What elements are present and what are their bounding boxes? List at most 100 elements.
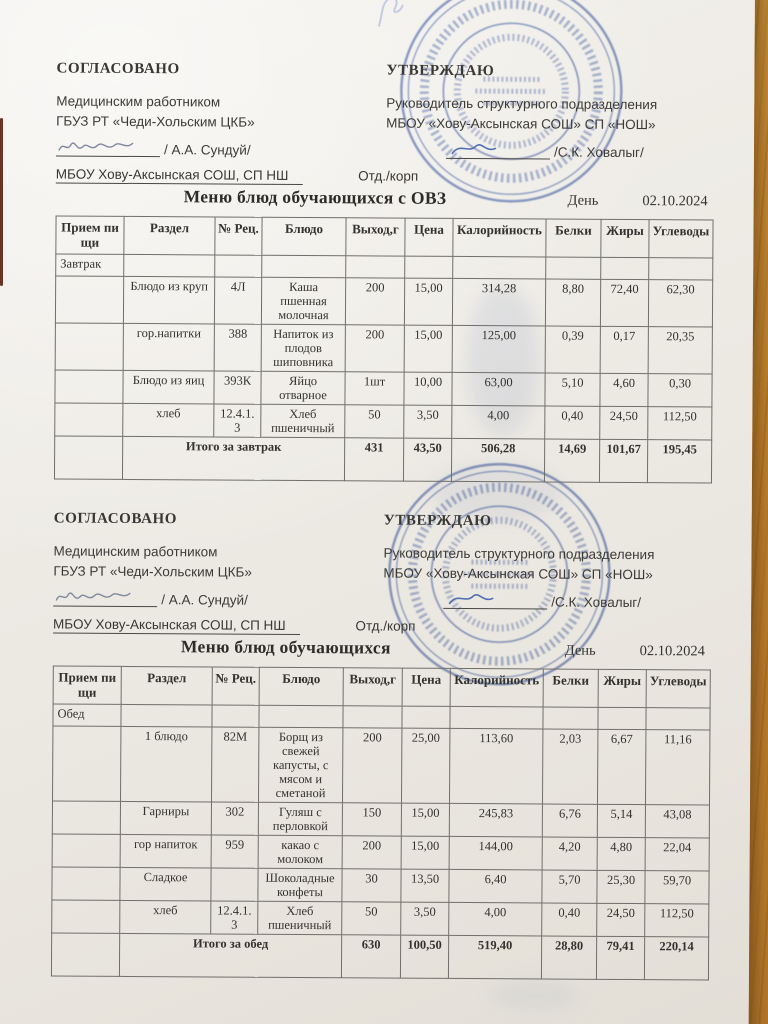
approved-line: Руководитель структурного подразделения — [386, 95, 658, 113]
column-header: Выход,г — [343, 667, 403, 707]
date-value: 02.10.2024 — [642, 193, 708, 210]
cell-price: 3,50 — [400, 902, 449, 936]
empty-cell — [597, 707, 647, 730]
column-header: Цена — [402, 668, 451, 707]
ink-smudge — [488, 980, 579, 1011]
menu-table-breakfast: Прием пищи Раздел № Рец. Блюдо Выход,г Цена Ка… — [54, 216, 714, 484]
agreed-title: СОГЛАСОВАНО — [53, 510, 178, 528]
cell-protein: 2,03 — [542, 729, 598, 805]
cell-cal: 113,60 — [449, 728, 543, 805]
org-name: МБОУ Хову-Аксынская СОШ, СП НШ — [53, 616, 300, 636]
org-dept-label: Отд./корп — [358, 168, 419, 184]
desk-edge-sliver — [0, 118, 3, 286]
cell-cal: 63,00 — [451, 372, 546, 407]
cell-carbs: 112,50 — [647, 406, 712, 441]
cell-protein: 6,76 — [542, 804, 598, 838]
cell-cal: 245,83 — [449, 803, 543, 838]
total-price: 43,50 — [403, 438, 452, 482]
signature-name: /С.К. Ховалыг/ — [551, 594, 642, 611]
approved-title: УТВЕРЖДАЮ — [386, 62, 495, 80]
cell-razdel: Сладкое — [119, 867, 212, 902]
round-stamp — [400, 0, 623, 203]
total-cal: 519,40 — [448, 935, 542, 980]
empty-cell — [600, 257, 649, 280]
cell-protein: 0,39 — [545, 326, 601, 374]
empty-cell — [54, 403, 123, 437]
day-label: День — [567, 192, 599, 209]
empty-cell — [404, 256, 453, 279]
cell-price: 15,00 — [401, 836, 450, 870]
cell-carbs: 22,04 — [645, 837, 710, 872]
signature-script — [443, 587, 548, 610]
empty-cell — [645, 707, 711, 731]
cell-cal: 314,28 — [452, 278, 546, 327]
day-label: День — [564, 642, 596, 659]
total-protein: 28,80 — [541, 936, 597, 980]
cell-rec: 959 — [211, 835, 259, 869]
menu-title: Меню блюд обучающихся — [180, 636, 391, 658]
cell-fat: 25,30 — [596, 870, 646, 904]
empty-cell — [449, 706, 544, 730]
empty-cell — [120, 704, 213, 728]
total-fat: 79,41 — [596, 936, 645, 980]
column-header: Калорийность — [450, 668, 544, 708]
menu-row: Блюдо из круп 4Л Каша пшенная молочная 200 1… — [55, 276, 713, 328]
cell-protein: 5,70 — [541, 870, 598, 904]
total-fat: 101,67 — [599, 439, 648, 483]
cell-rec: 12.4.1.3 — [210, 901, 258, 935]
empty-cell — [52, 801, 121, 835]
menu-row: 1 блюдо 82М Борщ из свежей капусты, с мясо… — [52, 726, 710, 806]
cell-price: 25,00 — [401, 728, 450, 804]
cell-dish: Напиток из плодов шиповника — [261, 324, 346, 372]
total-protein: 14,69 — [544, 439, 600, 483]
column-header: Белки — [543, 669, 599, 708]
cell-out: 30 — [341, 868, 402, 903]
empty-cell — [261, 255, 346, 278]
cell-rec: 393К — [213, 371, 262, 405]
total-cal: 506,28 — [451, 438, 545, 483]
cell-protein: 5,10 — [544, 373, 601, 407]
cell-protein: 4,20 — [542, 837, 598, 871]
cell-carbs: 112,50 — [644, 903, 709, 938]
total-out: 630 — [341, 934, 401, 979]
date-value: 02.10.2024 — [639, 643, 705, 660]
empty-cell — [345, 255, 405, 279]
approved-line: МБОУ «Хову-Аксынская СОШ» СП «НОШ» — [383, 565, 653, 582]
cell-rec: 4Л — [214, 277, 262, 325]
cell-fat: 4,60 — [599, 373, 649, 407]
cell-cal: 4,00 — [451, 405, 545, 440]
column-header: Раздел — [121, 666, 213, 706]
menu-row: Гарниры 302 Гуляш с перловкой 150 15,00 245,8… — [52, 801, 710, 839]
empty-cell — [211, 705, 260, 728]
empty-cell — [55, 276, 124, 324]
column-header: Углеводы — [648, 219, 714, 259]
cell-carbs: 11,16 — [645, 729, 710, 806]
cell-cal: 144,00 — [449, 836, 543, 871]
cell-fat: 5,14 — [597, 804, 646, 838]
cell-price: 15,00 — [404, 278, 453, 326]
signature-script — [55, 135, 161, 158]
column-header: Прием пищи — [55, 216, 125, 255]
cell-protein: 8,80 — [545, 279, 601, 327]
column-header: Цена — [404, 218, 454, 257]
empty-cell — [51, 867, 121, 901]
cell-carbs: 43,08 — [645, 804, 710, 839]
cell-razdel: Блюдо из круп — [123, 276, 215, 325]
column-header: Раздел — [123, 216, 216, 256]
column-header: Блюдо — [259, 667, 344, 706]
cell-rec: 82М — [211, 727, 259, 803]
cell-out: 50 — [344, 404, 404, 439]
approved-line: МБОУ «Хову-Аксынская СОШ» СП «НОШ» — [386, 115, 656, 132]
empty-cell — [401, 706, 451, 729]
column-header: Углеводы — [646, 669, 711, 709]
column-header: Прием пищи — [53, 666, 122, 705]
menu-row: хлеб 12.4.1.3 Хлеб пшеничный 50 3,50 4,00 0,40… — [51, 900, 709, 938]
total-row: Итого за завтрак 431 43,50 506,28 14,69 101,6… — [54, 436, 712, 484]
cell-rec: 12.4.1.3 — [213, 404, 261, 438]
cell-cal: 4,00 — [448, 902, 542, 937]
column-header: Жиры — [598, 669, 647, 708]
agreed-line: ГБУЗ РТ «Чеди-Хольским ЦКБ» — [56, 113, 255, 130]
menu-row: гор напиток 959 какао с молоком 200 15,00 144… — [52, 834, 710, 872]
org-name: МБОУ Хову-Аксынская СОШ, СП НШ — [55, 166, 303, 186]
